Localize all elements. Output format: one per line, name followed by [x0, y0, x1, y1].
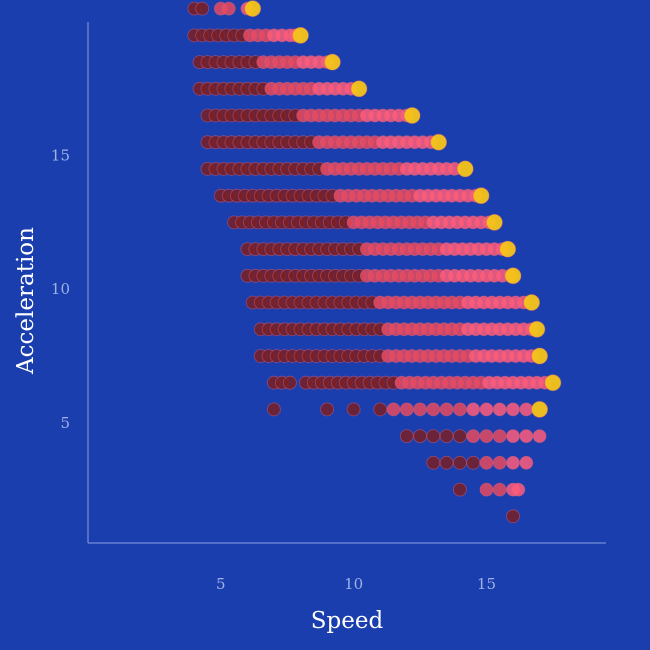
scatter-point — [472, 187, 490, 205]
x-tick-label: 15 — [477, 575, 496, 593]
scatter-point — [519, 402, 534, 417]
scatter-point — [452, 482, 467, 497]
scatter-point — [479, 455, 494, 470]
scatter-point — [485, 213, 503, 231]
scatter-point — [346, 402, 361, 417]
scatter-point — [426, 402, 441, 417]
scatter-point — [532, 429, 547, 444]
scatter-point — [456, 160, 474, 178]
scatter-point — [504, 267, 522, 285]
scatter-point — [544, 374, 562, 392]
scatter-point — [452, 402, 467, 417]
points-layer — [187, 0, 562, 524]
scatter-point — [511, 482, 526, 497]
scatter-point — [519, 429, 534, 444]
y-axis-title: Acceleration — [13, 227, 39, 375]
scatter-point — [506, 455, 520, 470]
scatter-point — [523, 294, 540, 311]
scatter-point — [399, 402, 414, 417]
scatter-point — [519, 455, 534, 470]
scatter-point — [386, 402, 401, 417]
y-tick-label: 15 — [51, 147, 70, 165]
scatter-point — [452, 429, 467, 444]
scatter-point — [531, 347, 548, 365]
scatter-point — [492, 402, 507, 417]
y-ticks: 5 10 15 — [51, 147, 70, 432]
scatter-point — [479, 429, 494, 444]
scatter-point — [439, 455, 454, 470]
scatter-point — [506, 402, 520, 417]
scatter-point — [320, 402, 335, 417]
scatter-point — [413, 429, 428, 444]
scatter-point — [439, 402, 454, 417]
scatter-point — [399, 429, 414, 444]
scatter-point — [506, 429, 520, 444]
y-tick-label: 5 — [60, 414, 70, 432]
scatter-point — [403, 107, 421, 124]
scatter-point — [373, 402, 388, 417]
x-tick-label: 10 — [344, 575, 363, 593]
scatter-point — [528, 320, 546, 338]
scatter-point — [452, 455, 467, 470]
scatter-point — [492, 429, 507, 444]
scatter-point — [506, 509, 520, 524]
scatter-point — [492, 455, 507, 470]
scatter-point — [479, 482, 494, 497]
scatter-point — [350, 80, 368, 98]
scatter-point — [221, 1, 236, 16]
scatter-point — [426, 455, 441, 470]
scatter-point — [439, 429, 454, 444]
scatter-point — [479, 402, 494, 417]
scatter-point — [292, 27, 309, 44]
scatter-point — [466, 402, 481, 417]
scatter-point — [466, 429, 481, 444]
scatter-point — [466, 455, 481, 470]
x-ticks: 5 10 15 — [216, 575, 496, 593]
y-tick-label: 10 — [51, 280, 70, 298]
scatter-point — [244, 0, 262, 18]
scatter-point — [266, 402, 281, 417]
scatter-point — [430, 133, 448, 151]
scatter-point — [413, 402, 428, 417]
scatter-point — [499, 240, 517, 258]
scatter-point — [531, 400, 548, 418]
x-tick-label: 5 — [216, 575, 226, 593]
scatter-point — [426, 429, 441, 444]
x-axis-title: Speed — [311, 608, 384, 634]
scatter-point — [492, 482, 507, 497]
scatter-point — [195, 1, 210, 16]
scatter-point — [323, 53, 341, 71]
scatter-point — [282, 375, 297, 390]
